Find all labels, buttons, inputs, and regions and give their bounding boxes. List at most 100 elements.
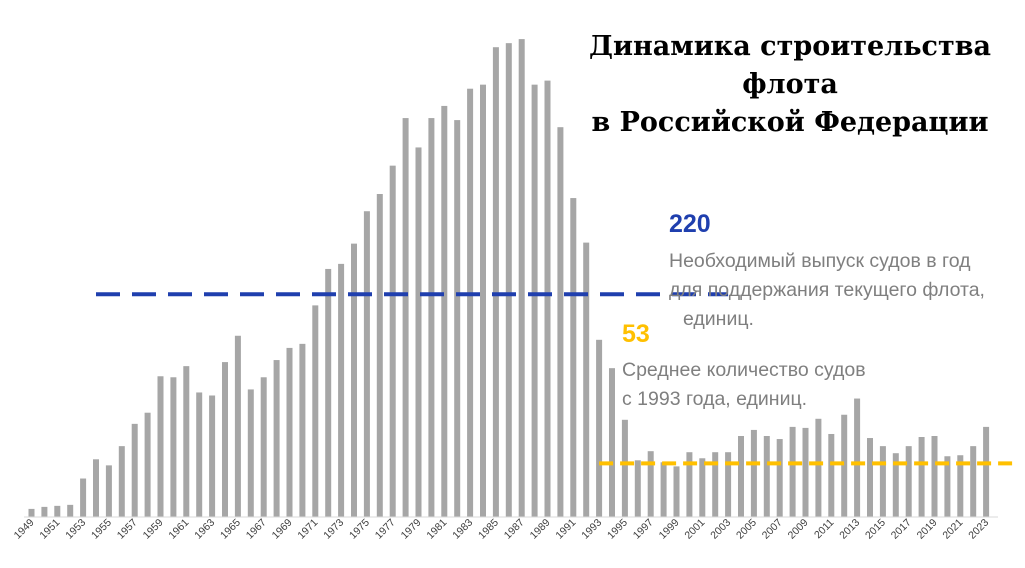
bar-1966	[247, 389, 254, 517]
x-tick-label-2003: 2003	[708, 517, 733, 542]
chart-title-line-1: Динамика строительства флота	[589, 31, 991, 100]
x-tick-label-2013: 2013	[837, 517, 862, 542]
x-tick-label-1995: 1995	[605, 517, 630, 542]
x-tick-label-1973: 1973	[321, 517, 346, 542]
bar-1972	[325, 268, 332, 517]
average-description: Среднее количество судов с 1993 года, ед…	[622, 356, 866, 414]
x-tick-label-1999: 1999	[657, 517, 682, 542]
x-tick-label-2021: 2021	[940, 517, 965, 542]
bar-2020	[944, 456, 951, 517]
bar-1982	[454, 120, 461, 517]
average-value: 53	[622, 320, 650, 348]
x-tick-label-2005: 2005	[734, 517, 759, 542]
x-tick-label-1979: 1979	[399, 517, 424, 542]
bar-1968	[273, 360, 280, 517]
bar-1957	[131, 423, 138, 517]
bar-1976	[376, 194, 383, 517]
bar-2000	[686, 452, 693, 517]
bar-1971	[312, 305, 319, 517]
bar-2007	[776, 439, 783, 517]
required-output-text-line-1: Необходимый выпуск судов в год	[669, 250, 971, 272]
bar-2012	[841, 414, 848, 517]
bar-1953	[80, 478, 87, 517]
chart-title: Динамика строительства флота в Российско…	[545, 28, 1025, 142]
bar-1965	[234, 335, 241, 517]
x-tick-label-2001: 2001	[682, 517, 707, 542]
bar-2008	[789, 426, 796, 517]
bar-2019	[931, 436, 938, 517]
x-tick-label-1959: 1959	[141, 517, 166, 542]
x-tick-label-1987: 1987	[502, 517, 527, 542]
bar-1991	[570, 198, 577, 517]
bar-1952	[67, 504, 74, 517]
bar-1983	[467, 88, 474, 518]
bar-2018	[918, 437, 925, 517]
x-tick-label-2009: 2009	[786, 517, 811, 542]
chart-title-line-2: в Российской Федерации	[591, 107, 989, 138]
x-tick-label-2011: 2011	[812, 517, 837, 542]
required-output-text-line-3: единиц.	[683, 308, 754, 330]
bar-1990	[557, 127, 564, 517]
bar-1978	[402, 118, 409, 517]
bar-2001	[699, 458, 706, 517]
bar-1995	[621, 419, 628, 517]
bar-2021	[957, 455, 964, 517]
bar-1986	[505, 43, 512, 518]
x-tick-label-1983: 1983	[450, 517, 475, 542]
required-output-description: Необходимый выпуск судов в год для подде…	[669, 247, 985, 334]
bars-group	[28, 39, 990, 518]
x-tick-label-1949: 1949	[12, 517, 37, 542]
bar-2005	[750, 429, 757, 517]
x-tick-label-1981: 1981	[424, 517, 449, 542]
bar-2015	[879, 446, 886, 518]
x-tick-label-1957: 1957	[115, 517, 140, 542]
x-tick-label-2023: 2023	[966, 517, 991, 542]
bar-2017	[905, 446, 912, 518]
bar-1964	[222, 362, 228, 517]
x-tick-label-2019: 2019	[915, 517, 940, 542]
average-text-line-2: с 1993 года, единиц.	[622, 388, 808, 410]
bar-1958	[144, 412, 151, 517]
bar-1994	[609, 368, 615, 517]
bar-1999	[673, 466, 680, 518]
bar-1956	[118, 446, 125, 518]
bar-2009	[802, 427, 809, 517]
bar-1988	[531, 84, 538, 517]
x-tick-label-1961: 1961	[166, 517, 191, 542]
bar-1949	[28, 508, 35, 517]
bar-1963	[209, 395, 216, 517]
x-tick-label-1967: 1967	[244, 517, 269, 542]
x-tick-label-2015: 2015	[863, 517, 888, 542]
bar-1998	[660, 462, 667, 517]
x-tick-label-1991: 1991	[553, 517, 578, 542]
bar-1961	[183, 366, 190, 517]
bar-1989	[544, 80, 551, 518]
x-tick-label-1975: 1975	[347, 517, 372, 542]
bar-2016	[892, 453, 899, 517]
bar-1969	[286, 347, 293, 517]
bar-1997	[647, 451, 654, 517]
x-tick-label-2017: 2017	[889, 517, 914, 542]
bar-1987	[518, 39, 525, 517]
bar-2013	[854, 398, 861, 517]
bar-1974	[351, 243, 357, 518]
bar-1984	[480, 84, 486, 517]
x-tick-labels-group: 1949 1951 1953 1955 1957 1959 1961 1963 1965 1967…	[12, 517, 992, 542]
bar-1985	[492, 47, 499, 517]
bar-1980	[428, 118, 435, 517]
bar-1951	[54, 505, 61, 517]
bar-1979	[415, 147, 422, 517]
bar-1962	[196, 392, 203, 517]
bar-1960	[170, 377, 177, 517]
bar-2006	[763, 436, 770, 517]
x-tick-label-1965: 1965	[218, 517, 243, 542]
reference-lines-group	[96, 292, 1013, 466]
x-tick-label-1955: 1955	[89, 517, 114, 542]
bar-2014	[867, 438, 873, 517]
bar-2010	[815, 418, 822, 517]
x-tick-label-1989: 1989	[528, 517, 553, 542]
bar-1970	[299, 343, 306, 517]
bar-1967	[260, 377, 267, 517]
bar-2011	[828, 433, 835, 517]
